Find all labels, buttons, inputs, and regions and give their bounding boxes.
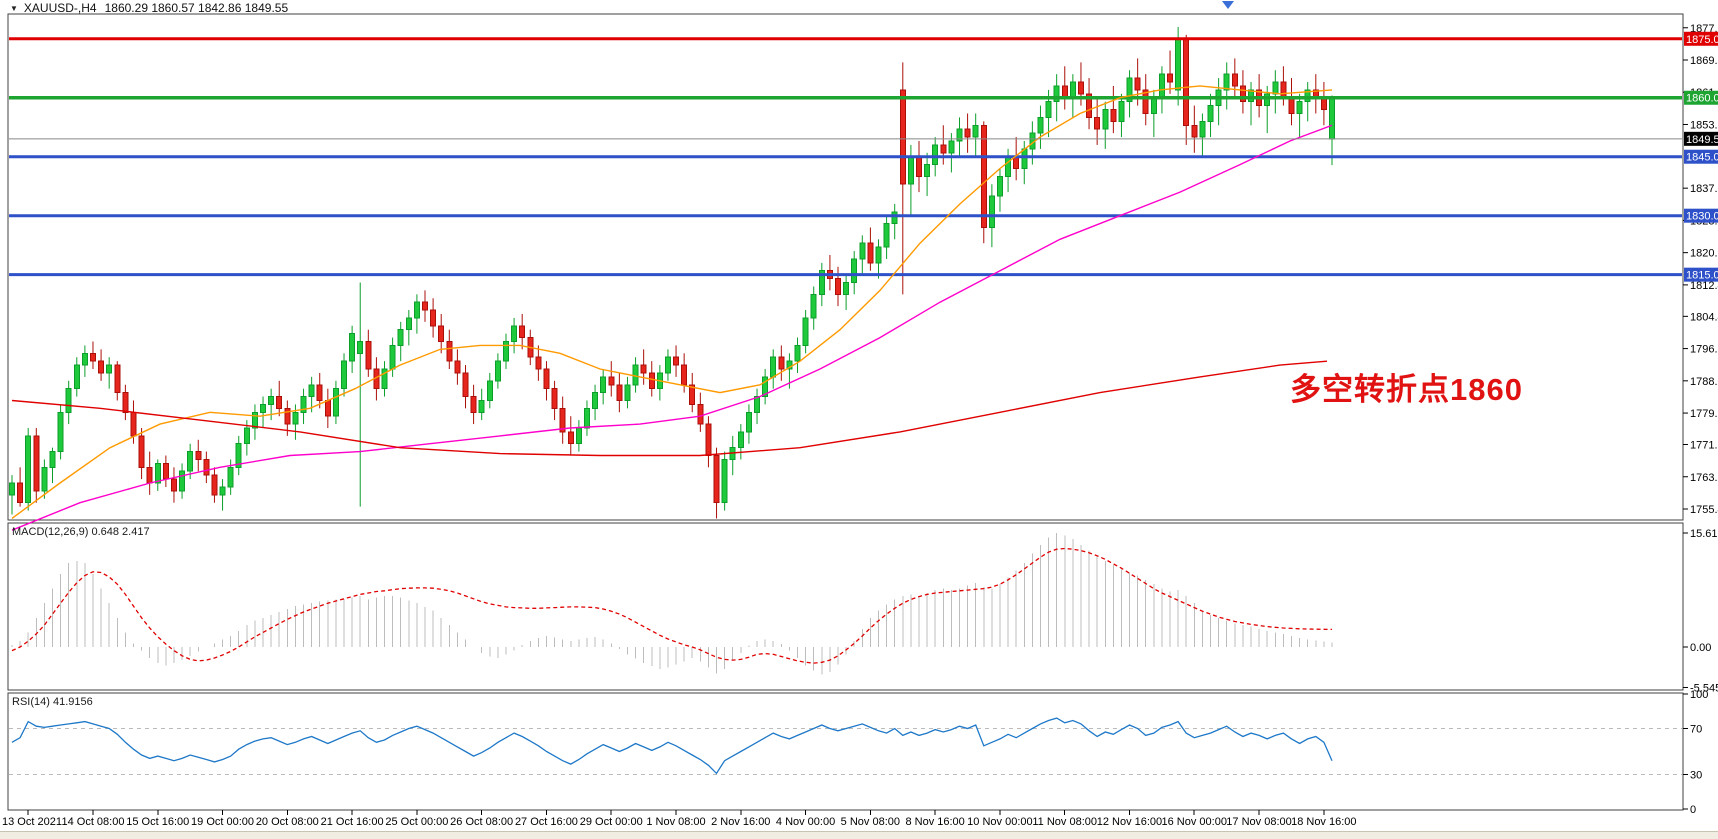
time-axis: 13 Oct 2021 14 Oct 08:00 15 Oct 16:00 19 Oc…: [2, 810, 1357, 828]
horizontal-level-lines[interactable]: [9, 37, 1682, 277]
svg-text:1788.0: 1788.0: [1690, 376, 1718, 388]
svg-text:1877.8: 1877.8: [1690, 23, 1718, 35]
svg-text:2 Nov 16:00: 2 Nov 16:00: [711, 816, 770, 828]
svg-text:1796.2: 1796.2: [1690, 344, 1718, 356]
chart-title: ▼ XAUUSD-,H4 1860.29 1860.57 1842.86 1849.…: [10, 1, 288, 15]
svg-text:21 Oct 16:00: 21 Oct 16:00: [321, 816, 384, 828]
svg-text:1830.00: 1830.00: [1686, 211, 1718, 223]
svg-text:70: 70: [1690, 724, 1702, 736]
svg-text:17 Nov 08:00: 17 Nov 08:00: [1226, 816, 1291, 828]
svg-text:1763.6: 1763.6: [1690, 472, 1718, 484]
svg-text:29 Oct 00:00: 29 Oct 00:00: [580, 816, 643, 828]
svg-text:15 Oct 16:00: 15 Oct 16:00: [126, 816, 189, 828]
svg-text:14 Oct 08:00: 14 Oct 08:00: [61, 816, 124, 828]
svg-text:0.00: 0.00: [1690, 642, 1711, 654]
ohlc-values: 1860.29 1860.57 1842.86 1849.55: [104, 1, 289, 15]
svg-text:11 Nov 08:00: 11 Nov 08:00: [1032, 816, 1097, 828]
svg-text:26 Oct 08:00: 26 Oct 08:00: [450, 816, 513, 828]
svg-text:100: 100: [1690, 689, 1708, 701]
svg-text:1771.8: 1771.8: [1690, 440, 1718, 452]
svg-text:1815.00: 1815.00: [1686, 270, 1718, 282]
svg-text:13 Oct 2021: 13 Oct 2021: [2, 816, 62, 828]
svg-text:20 Oct 08:00: 20 Oct 08:00: [256, 816, 319, 828]
price-annotation-text: 多空转折点1860: [1290, 372, 1523, 407]
chart-shift-marker-icon[interactable]: [1222, 1, 1234, 9]
ma-slow-line: [11, 360, 1328, 457]
svg-text:30: 30: [1690, 770, 1702, 782]
svg-text:1837.0: 1837.0: [1690, 183, 1718, 195]
macd-panel: 15.618 0.00 -5.545: [11, 528, 1718, 694]
svg-text:1869.6: 1869.6: [1690, 55, 1718, 67]
svg-text:1849.55: 1849.55: [1686, 134, 1718, 146]
svg-text:16 Nov 00:00: 16 Nov 00:00: [1162, 816, 1227, 828]
svg-text:1812.4: 1812.4: [1690, 280, 1718, 292]
svg-text:15.618: 15.618: [1690, 528, 1718, 540]
symbol-collapse-icon[interactable]: ▼: [10, 4, 18, 13]
svg-text:1860.00: 1860.00: [1686, 93, 1718, 105]
svg-text:1755.4: 1755.4: [1690, 504, 1718, 516]
bottom-strip: [0, 831, 1718, 839]
svg-text:27 Oct 16:00: 27 Oct 16:00: [515, 816, 578, 828]
svg-text:1804.4: 1804.4: [1690, 311, 1718, 323]
svg-text:1845.00: 1845.00: [1686, 152, 1718, 164]
price-axis: 1877.81869.61861.41853.21837.01828.81820…: [1683, 23, 1718, 516]
svg-text:8 Nov 16:00: 8 Nov 16:00: [905, 816, 964, 828]
symbol-period-label: XAUUSD-,H4: [23, 1, 97, 15]
svg-text:1779.8: 1779.8: [1690, 408, 1718, 420]
svg-text:1820.6: 1820.6: [1690, 248, 1718, 260]
rsi-indicator-label: RSI(14) 41.9156: [12, 696, 93, 708]
candles-layer: [9, 26, 1335, 519]
rsi-panel: 100 70 30 0: [9, 689, 1708, 816]
svg-text:18 Nov 16:00: 18 Nov 16:00: [1291, 816, 1356, 828]
svg-text:4 Nov 00:00: 4 Nov 00:00: [776, 816, 835, 828]
svg-text:-5.545: -5.545: [1690, 682, 1718, 694]
svg-text:1853.2: 1853.2: [1690, 119, 1718, 131]
ma-mid-line: [11, 124, 1333, 531]
svg-text:1875.00: 1875.00: [1686, 34, 1718, 46]
svg-text:1 Nov 08:00: 1 Nov 08:00: [646, 816, 705, 828]
svg-text:25 Oct 00:00: 25 Oct 00:00: [385, 816, 448, 828]
ma-fast-line: [11, 85, 1333, 519]
svg-text:5 Nov 08:00: 5 Nov 08:00: [841, 816, 900, 828]
rsi-line: [11, 717, 1333, 775]
svg-text:0: 0: [1690, 804, 1696, 816]
svg-text:19 Oct 00:00: 19 Oct 00:00: [191, 816, 254, 828]
macd-signal-line: [11, 547, 1333, 664]
svg-text:12 Nov 16:00: 12 Nov 16:00: [1097, 816, 1162, 828]
svg-text:10 Nov 00:00: 10 Nov 00:00: [967, 816, 1032, 828]
macd-indicator-label: MACD(12,26,9) 0.648 2.417: [12, 526, 150, 538]
